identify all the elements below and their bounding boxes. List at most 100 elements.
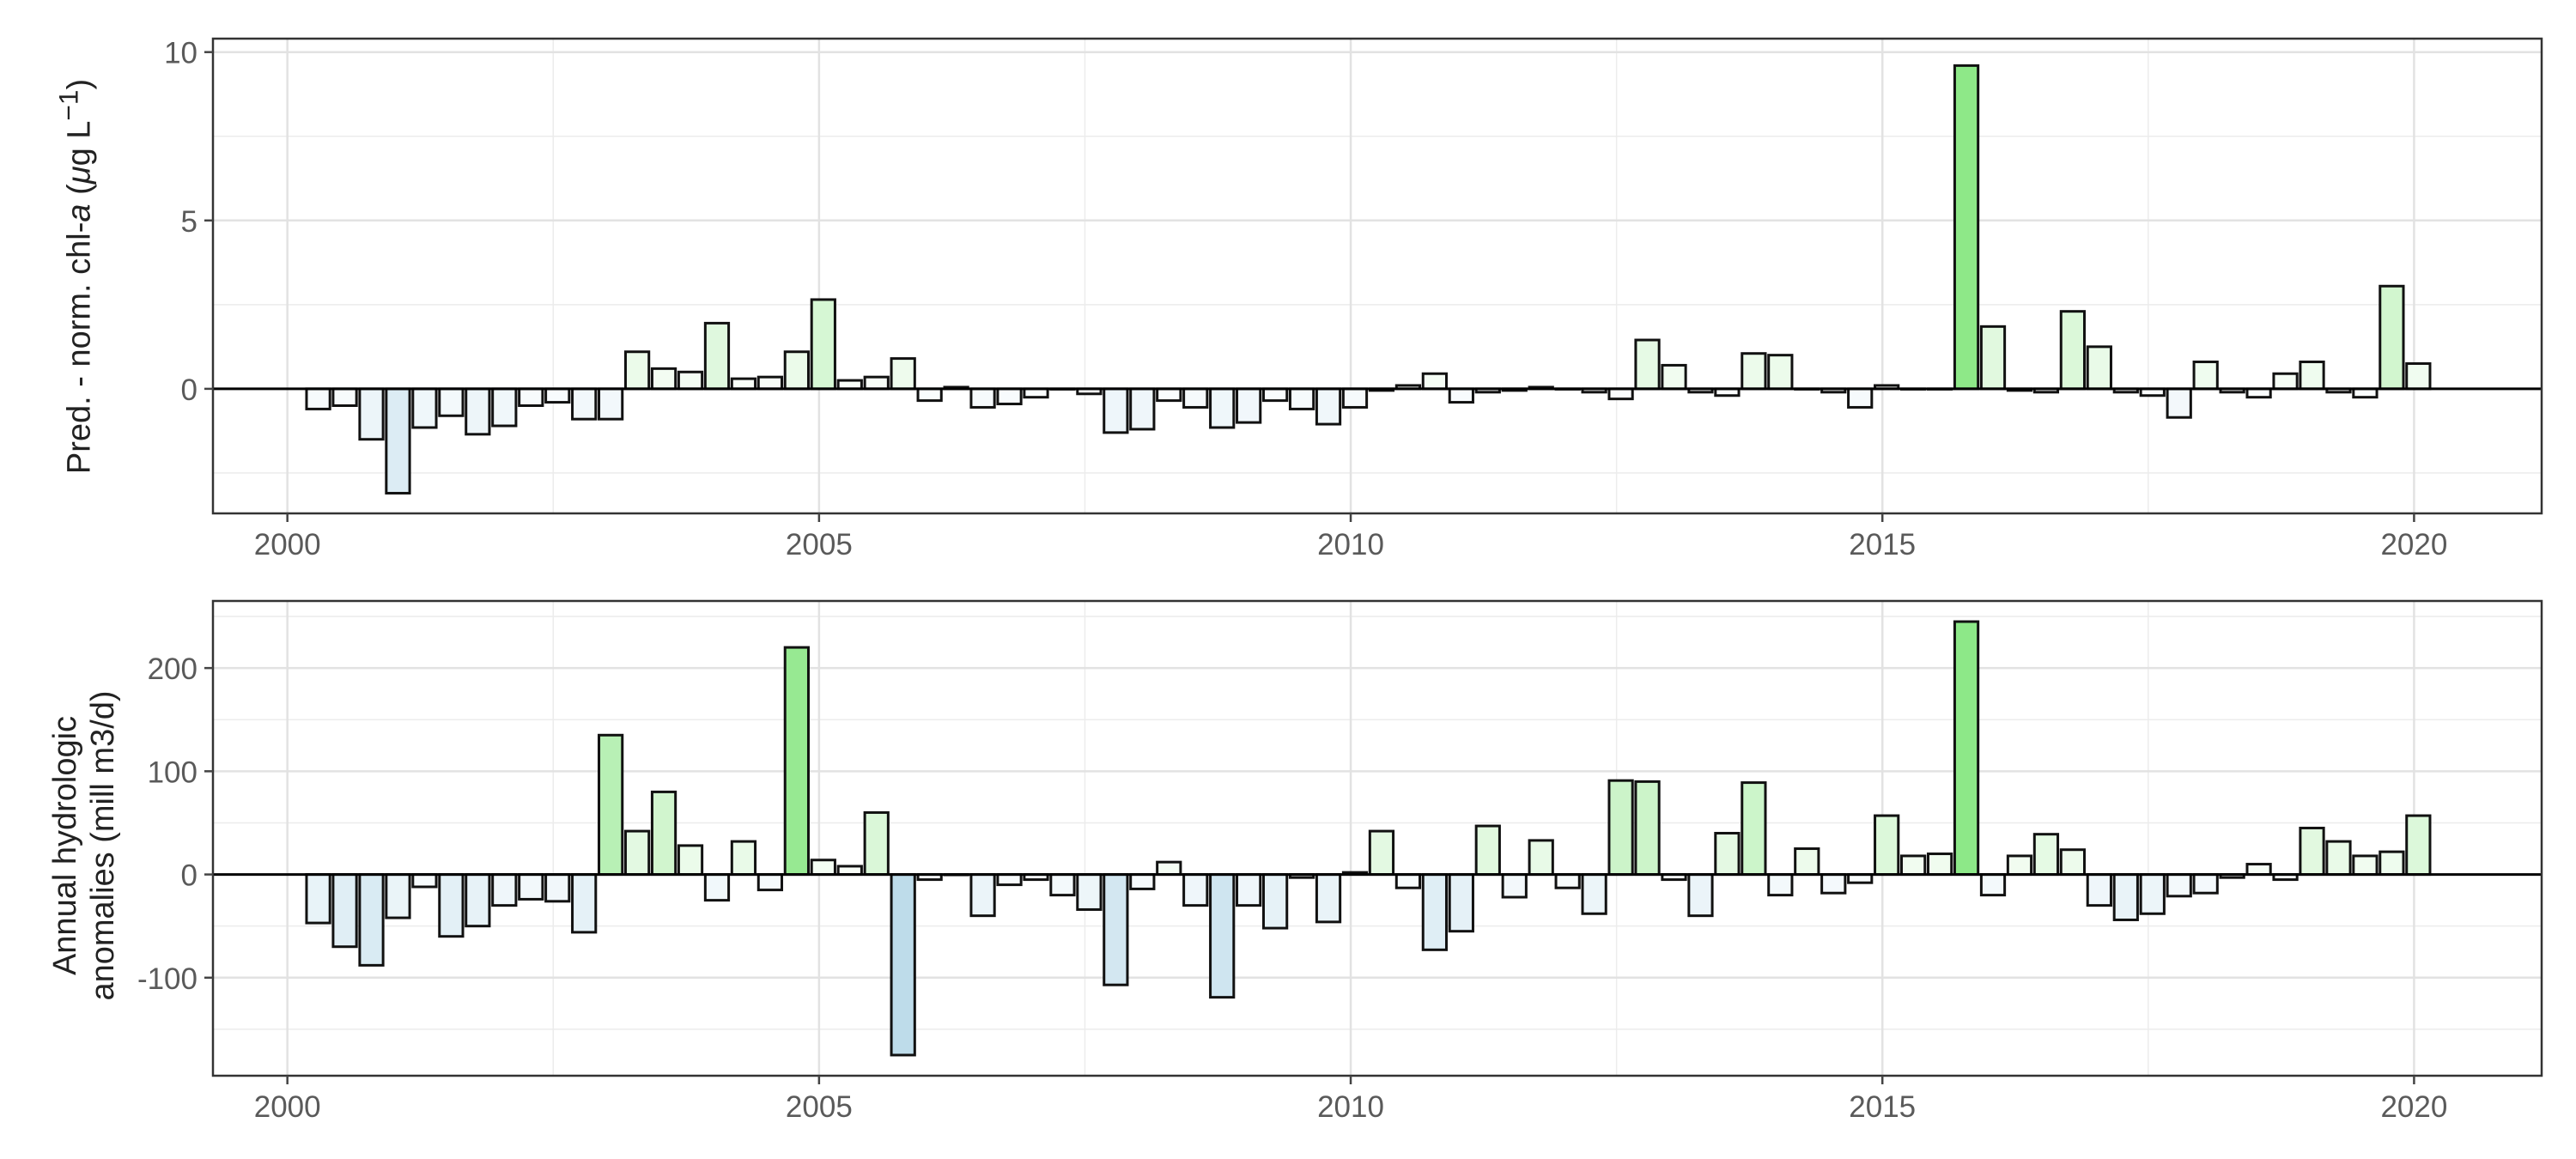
bar (2192, 873, 2219, 895)
y-axis-title-line-1: Annual hydrologic (47, 715, 83, 976)
bar (465, 873, 491, 928)
bar (1820, 873, 1847, 895)
bar (890, 357, 916, 391)
bar (623, 350, 651, 391)
bar (305, 873, 331, 925)
bar (1661, 363, 1687, 391)
bar (996, 387, 1023, 406)
bar (2166, 387, 2192, 419)
bar (730, 377, 757, 391)
bar (916, 387, 943, 403)
bar (598, 387, 624, 421)
bar (1687, 873, 1714, 918)
bar (969, 873, 996, 918)
bar (544, 387, 571, 404)
y-axis-title-line-2: anomalies (mill m3/d) (85, 690, 121, 1001)
bar (996, 873, 1023, 887)
chart-panel-bottom: -100 0 100 200 2000 2005 2010 2015 2020 (137, 599, 2543, 1124)
bar (305, 387, 331, 410)
bar (1236, 873, 1262, 907)
bar (1448, 873, 1474, 933)
bar (1182, 873, 1209, 907)
bar (1794, 847, 1820, 877)
bar (1394, 873, 1422, 889)
bar (465, 387, 491, 436)
x-tick-label: 2005 (786, 528, 853, 561)
bar (1315, 873, 1342, 924)
bar (411, 873, 438, 889)
bar (358, 873, 385, 967)
bar (1634, 780, 1661, 877)
bar (1261, 873, 1289, 930)
bar (1209, 873, 1236, 999)
bar (1767, 873, 1794, 897)
bar (1900, 854, 1927, 877)
bar (1741, 352, 1767, 391)
bar (491, 387, 518, 428)
bar (358, 387, 385, 441)
x-tick-label: 2005 (786, 1090, 853, 1124)
bar (1209, 387, 1236, 429)
bar (1474, 824, 1501, 877)
bar (863, 375, 890, 391)
bar (2245, 863, 2272, 877)
bar (2139, 873, 2166, 915)
bar (1129, 387, 1156, 431)
bar (2405, 361, 2432, 391)
bar (783, 646, 810, 877)
bar (890, 873, 916, 1057)
bar (438, 873, 465, 938)
bar (1236, 387, 1262, 424)
bar (518, 387, 544, 407)
y-tick-label: 5 (181, 205, 197, 239)
x-tick-label: 2000 (254, 528, 321, 561)
bar (1049, 873, 1076, 897)
x-tick-label: 2020 (2380, 528, 2447, 561)
bar (331, 873, 358, 949)
bar (2352, 854, 2379, 877)
bar (703, 321, 731, 391)
y-axis-title-bottom: Annual hydrologic anomalies (mill m3/d) (46, 690, 122, 1000)
bar (1103, 387, 1129, 434)
y-tick-label: 0 (181, 373, 197, 407)
bar (1581, 873, 1607, 915)
bar (1129, 873, 1156, 890)
bar (1421, 873, 1448, 951)
bar (730, 840, 757, 877)
bar (1528, 839, 1554, 877)
bar (1156, 387, 1182, 403)
bar (1607, 387, 1634, 401)
bar (518, 873, 544, 901)
bar (1953, 64, 1980, 391)
bar (2379, 284, 2405, 391)
bar (598, 733, 624, 877)
bar (385, 873, 411, 919)
bar (1953, 620, 1980, 877)
panel-border (211, 37, 2543, 515)
bar (411, 387, 438, 429)
y-axis-title-top: Pred. - norm. chl-a (μg L−1) (52, 78, 98, 475)
bar (677, 370, 704, 391)
x-tick-label: 2015 (1849, 528, 1916, 561)
bar (810, 859, 836, 877)
bar (1874, 814, 1900, 877)
y-tick-label: 100 (148, 755, 197, 789)
x-tick-label: 2015 (1849, 1090, 1916, 1124)
bar (571, 873, 598, 934)
bar (331, 387, 358, 407)
bar (2166, 873, 2192, 898)
bar (2379, 850, 2405, 877)
bar (1448, 387, 1474, 404)
bar (1554, 873, 1581, 889)
y-tick-label: 10 (164, 37, 197, 70)
bar (863, 810, 890, 877)
bar (438, 387, 465, 417)
bar (1368, 829, 1395, 877)
bar (1741, 781, 1767, 877)
bar (2006, 854, 2033, 877)
bar (1288, 387, 1315, 410)
bar (650, 790, 677, 877)
bar (1847, 387, 1874, 409)
bar (2059, 310, 2087, 391)
